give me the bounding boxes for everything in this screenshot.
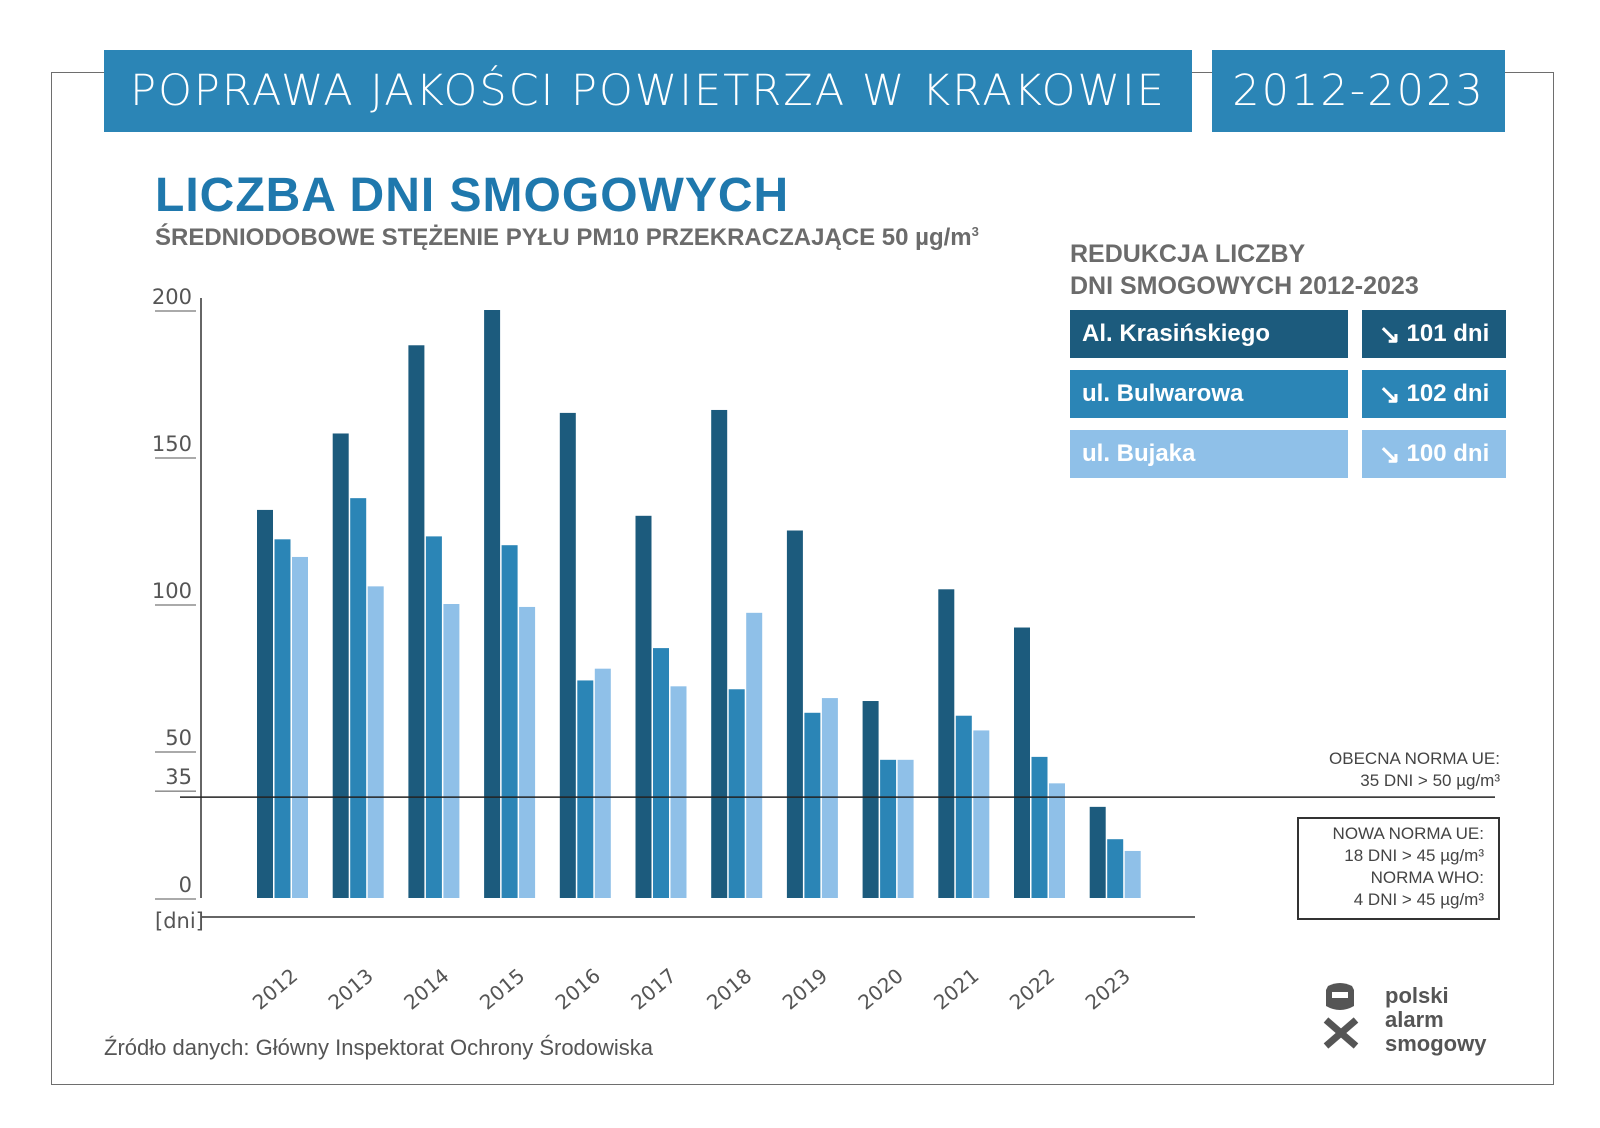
chart-bar (862, 701, 879, 898)
x-tick-label: 2018 (702, 963, 756, 1014)
chart-bar (821, 698, 838, 898)
x-tick-label: 2013 (323, 963, 377, 1014)
who-norm-line1: NORMA WHO: (1370, 868, 1484, 887)
header-years: 2012-2023 (1232, 66, 1485, 116)
data-source: Źródło danych: Główny Inspektorat Ochron… (104, 1035, 654, 1060)
chart-bar (332, 433, 349, 898)
chart-bar (1031, 756, 1048, 898)
arrow-down-right-icon: ↘ (1378, 318, 1401, 349)
chart-bar (1049, 783, 1065, 898)
chart-bar (594, 668, 611, 898)
reduction-row: ul. Bulwarowa ↘ 102 dni (1070, 370, 1506, 418)
y-tick-label: 50 (165, 726, 192, 750)
x-tick-label: 2012 (248, 963, 302, 1014)
reduction-row-value-box: ↘ 101 dni (1362, 310, 1506, 358)
x-tick-label: 2020 (853, 963, 907, 1014)
new-eu-norm-line2: 18 DNI > 45 µg/m³ (1344, 846, 1484, 865)
chart-bar (711, 409, 728, 898)
header-title: POPRAWA JAKOŚCI POWIETRZA W KRAKOWIE (130, 66, 1166, 116)
y-tick-label: 0 (179, 873, 192, 897)
chart-bar (938, 589, 955, 898)
chart-bar (559, 412, 576, 898)
chart-bar (577, 680, 594, 898)
current-eu-norm-line2: 35 DNI > 50 µg/m³ (1360, 771, 1500, 790)
chart-bar (804, 712, 821, 898)
reduction-row-value-box: ↘ 100 dni (1362, 430, 1506, 478)
chart-bar (350, 498, 367, 898)
logo-line1: polski (1385, 983, 1449, 1008)
who-norm-line2: 4 DNI > 45 µg/m³ (1353, 890, 1484, 909)
logo-text: polski alarm smogowy (1385, 984, 1486, 1056)
header-years-banner: 2012-2023 (1212, 50, 1505, 132)
arrow-down-right-icon: ↘ (1378, 378, 1401, 409)
new-norms-box: NOWA NORMA UE: 18 DNI > 45 µg/m³ NORMA W… (1297, 817, 1500, 920)
chart-bar (880, 759, 897, 898)
reduction-title-line2: DNI SMOGOWYCH 2012-2023 (1070, 272, 1419, 300)
y-tick-label: 100 (152, 579, 192, 603)
logo-line2: alarm (1385, 1007, 1444, 1032)
chart-bar (408, 345, 425, 898)
chart-bar (670, 686, 687, 898)
x-tick-label: 2015 (475, 963, 529, 1014)
y-tick-label: 150 (152, 432, 192, 456)
chart-subtitle-sup: 3 (971, 224, 979, 239)
logo-line3: smogowy (1385, 1031, 1487, 1056)
reduction-row-value-box: ↘ 102 dni (1362, 370, 1506, 418)
chart-subtitle: ŚREDNIODOBOWE STĘŻENIE PYŁU PM10 PRZEKRA… (155, 224, 979, 252)
header-title-banner: POPRAWA JAKOŚCI POWIETRZA W KRAKOWIE (104, 50, 1192, 132)
x-tick-label: 2023 (1080, 963, 1134, 1014)
reduction-row-name: ul. Bujaka (1070, 430, 1348, 478)
chart-bar (728, 689, 745, 898)
current-eu-norm-label: OBECNA NORMA UE: 35 DNI > 50 µg/m³ (1329, 748, 1500, 792)
smog-mask-logo-icon (1323, 983, 1359, 1049)
chart-bar (897, 759, 914, 898)
chart-bar (653, 648, 669, 898)
chart-bar (501, 545, 518, 898)
chart-bar (425, 536, 442, 898)
new-eu-norm-line1: NOWA NORMA UE: (1332, 824, 1484, 843)
chart-bar (786, 530, 803, 898)
y-tick-label: 35 (165, 765, 192, 789)
reduction-row-value: 102 dni (1406, 380, 1490, 407)
chart-bar (257, 509, 273, 898)
reduction-row-value: 101 dni (1406, 320, 1490, 347)
chart-subtitle-text: ŚREDNIODOBOWE STĘŻENIE PYŁU PM10 PRZEKRA… (155, 224, 972, 251)
current-eu-norm-line1: OBECNA NORMA UE: (1329, 749, 1500, 768)
y-axis-label: [dni] (155, 909, 204, 933)
chart-bar (1124, 850, 1141, 898)
x-tick-label: 2019 (778, 963, 832, 1014)
chart-bar (955, 715, 972, 898)
chart-bar (1014, 627, 1030, 898)
chart-bar (292, 556, 308, 898)
reduction-row: ul. Bujaka ↘ 100 dni (1070, 430, 1506, 478)
chart-bar (1107, 839, 1124, 898)
x-tick-label: 2014 (399, 963, 453, 1014)
reduction-row-name: ul. Bulwarowa (1070, 370, 1348, 418)
reduction-title-line1: REDUKCJA LICZBY (1070, 240, 1306, 268)
reduction-title: REDUKCJA LICZBY DNI SMOGOWYCH 2012-2023 (1070, 238, 1419, 302)
chart-bar (973, 730, 990, 898)
chart-bar (519, 606, 536, 898)
chart-bar (1089, 806, 1106, 898)
x-tick-label: 2016 (551, 963, 605, 1014)
arrow-down-right-icon: ↘ (1378, 438, 1401, 469)
chart-bar (484, 310, 501, 898)
x-tick-label: 2017 (626, 963, 680, 1014)
chart-bar (367, 586, 384, 898)
y-tick-label: 200 (152, 285, 192, 309)
chart-bar (746, 612, 763, 898)
chart-title: LICZBA DNI SMOGOWYCH (155, 169, 790, 222)
chart-bar (274, 539, 291, 898)
reduction-row-value: 100 dni (1406, 440, 1490, 467)
chart-bar (443, 604, 460, 898)
reduction-row-name: Al. Krasińskiego (1070, 310, 1348, 358)
reduction-row: Al. Krasińskiego ↘ 101 dni (1070, 310, 1506, 358)
chart-bar (635, 515, 652, 898)
x-tick-label: 2021 (929, 963, 983, 1014)
x-tick-label: 2022 (1005, 963, 1059, 1014)
